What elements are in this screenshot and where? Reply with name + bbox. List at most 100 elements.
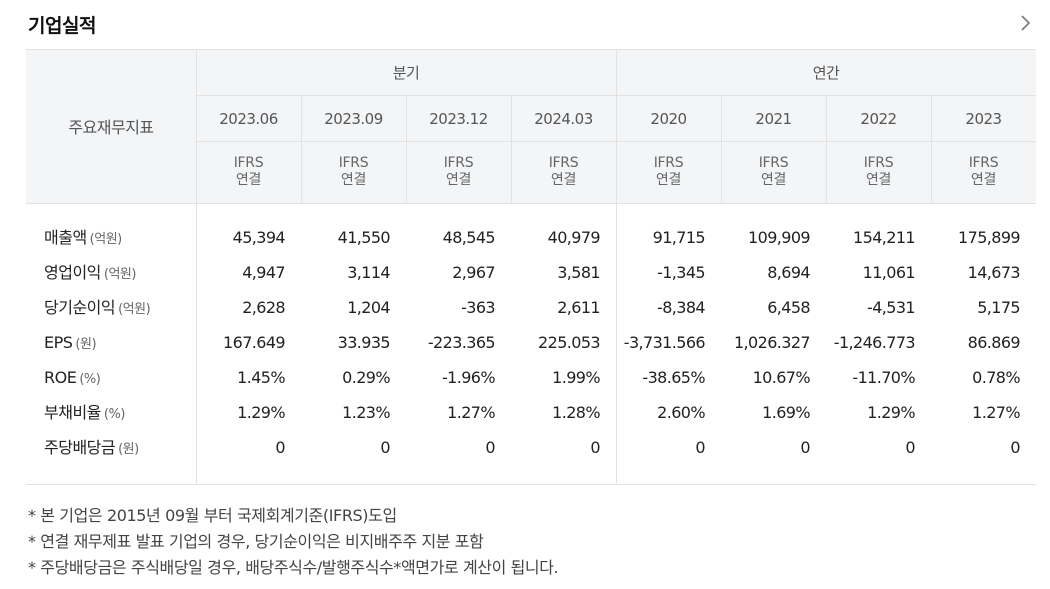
table-cell-value: -3,731.566: [623, 333, 706, 352]
footnote: * 주당배당금은 주식배당일 경우, 배당주식수/발행주식수*액면가로 계산이 …: [28, 558, 559, 577]
row-label: ROE (%): [44, 366, 101, 390]
table-cell-value: 5,175: [977, 298, 1020, 317]
table-cell-value: 6,458: [767, 298, 810, 317]
row-label: 당기순이익 (억원): [44, 296, 151, 320]
row-label: 주당배당금 (원): [44, 436, 139, 460]
footnotes: * 본 기업은 2015년 09월 부터 국제회계기준(IFRS)도입 * 연결 …: [28, 503, 928, 581]
accounting-basis: IFRS 연결: [196, 155, 301, 189]
table-cell-value: 1.27%: [447, 403, 495, 422]
metric-name: 영업이익: [44, 263, 101, 282]
metric-unit: (%): [103, 407, 126, 422]
table-cell-value: -1.96%: [441, 368, 496, 387]
row-label: 매출액 (억원): [44, 226, 122, 250]
period-header: 2023.09: [324, 109, 383, 128]
table-cell-value: 1.27%: [972, 403, 1020, 422]
table-cell-value: 86.869: [967, 333, 1021, 352]
table-cell-value: 1.45%: [237, 368, 285, 387]
table-cell-value: 1.28%: [552, 403, 600, 422]
basis-consolidated-label: 연결: [865, 172, 892, 188]
basis-consolidated-label: 연결: [235, 172, 262, 188]
table-cell-value: 1.29%: [867, 403, 915, 422]
period-column-divider: [931, 96, 932, 203]
table-cell-value: 0.78%: [972, 368, 1020, 387]
period-column-divider: [721, 96, 722, 203]
period-column-divider: [301, 96, 302, 203]
basis-consolidated-label: 연결: [445, 172, 472, 188]
accounting-basis: IFRS 연결: [826, 155, 931, 189]
section-header: 기업실적: [26, 0, 1036, 48]
basis-ifrs-label: IFRS: [338, 155, 369, 171]
metric-name: 당기순이익: [44, 298, 116, 317]
footnote: * 연결 재무제표 발표 기업의 경우, 당기순이익은 비지배주주 지분 포함: [28, 532, 484, 551]
metric-name: ROE: [44, 368, 77, 387]
chevron-right-icon[interactable]: [1014, 12, 1036, 34]
basis-consolidated-label: 연결: [970, 172, 997, 188]
row-label: EPS (원): [44, 331, 97, 355]
basis-ifrs-label: IFRS: [968, 155, 999, 171]
table-cell-value: 2.60%: [657, 403, 705, 422]
table-cell-value: 2,611: [557, 298, 600, 317]
accounting-basis: IFRS 연결: [931, 155, 1036, 189]
table-cell-value: -4,531: [867, 298, 916, 317]
table-cell-value: 3,581: [557, 263, 600, 282]
table-cell-value: 109,909: [748, 228, 811, 247]
metric-name: 주당배당금: [44, 438, 116, 457]
basis-ifrs-label: IFRS: [548, 155, 579, 171]
table-cell-value: 1.23%: [342, 403, 390, 422]
table-cell-value: 8,694: [767, 263, 810, 282]
table-cell-value: 0: [275, 438, 285, 457]
table-cell-value: 1.99%: [552, 368, 600, 387]
period-header: 2023.12: [429, 109, 488, 128]
table-cell-value: -223.365: [427, 333, 496, 352]
table-cell-value: 10.67%: [752, 368, 811, 387]
basis-consolidated-label: 연결: [655, 172, 682, 188]
table-cell-value: 48,545: [442, 228, 496, 247]
table-cell-value: 0: [380, 438, 390, 457]
basis-ifrs-label: IFRS: [863, 155, 894, 171]
table-cell-value: 1,026.327: [733, 333, 811, 352]
table-cell-value: 1.69%: [762, 403, 810, 422]
table-cell-value: -1,246.773: [833, 333, 916, 352]
table-cell-value: 175,899: [958, 228, 1021, 247]
period-column-divider: [511, 96, 512, 203]
table-top-border: [26, 49, 1036, 50]
period-header: 2020: [650, 109, 687, 128]
table-cell-value: -38.65%: [642, 368, 705, 387]
period-header: 2022: [860, 109, 897, 128]
group-divider: [616, 49, 617, 484]
accounting-basis: IFRS 연결: [616, 155, 721, 189]
table-cell-value: 0: [800, 438, 810, 457]
period-header: 2023: [965, 109, 1002, 128]
basis-consolidated-label: 연결: [550, 172, 577, 188]
metric-name: EPS: [44, 333, 73, 352]
row-label: 부채비율 (%): [44, 401, 125, 425]
section-title: 기업실적: [28, 15, 96, 37]
metric-unit: (%): [79, 372, 101, 387]
row-label: 영업이익 (억원): [44, 261, 136, 285]
table-cell-value: 0: [1010, 438, 1020, 457]
basis-ifrs-label: IFRS: [443, 155, 474, 171]
group-header-annual: 연간: [812, 63, 840, 82]
table-cell-value: 0: [695, 438, 705, 457]
metric-unit: (억원): [118, 302, 151, 317]
metric-unit: (원): [75, 337, 97, 352]
metric-name: 부채비율: [44, 403, 101, 422]
table-cell-value: 2,628: [242, 298, 285, 317]
metric-unit: (원): [118, 442, 139, 457]
table-cell-value: 3,114: [347, 263, 390, 282]
metric-unit: (억원): [103, 267, 137, 282]
accounting-basis: IFRS 연결: [301, 155, 406, 189]
period-header: 2024.03: [534, 109, 593, 128]
metric-name: 매출액: [44, 228, 87, 247]
table-header-background: [26, 49, 1036, 203]
period-column-divider: [406, 96, 407, 203]
table-cell-value: 1.29%: [237, 403, 285, 422]
label-column-header: 주요재무지표: [68, 118, 154, 137]
table-cell-value: 167.649: [223, 333, 286, 352]
accounting-basis: IFRS 연결: [406, 155, 511, 189]
metric-unit: (억원): [89, 232, 123, 247]
table-cell-value: 14,673: [967, 263, 1021, 282]
basis-ifrs-label: IFRS: [653, 155, 684, 171]
table-cell-value: 225.053: [538, 333, 601, 352]
table-cell-value: 40,979: [547, 228, 601, 247]
